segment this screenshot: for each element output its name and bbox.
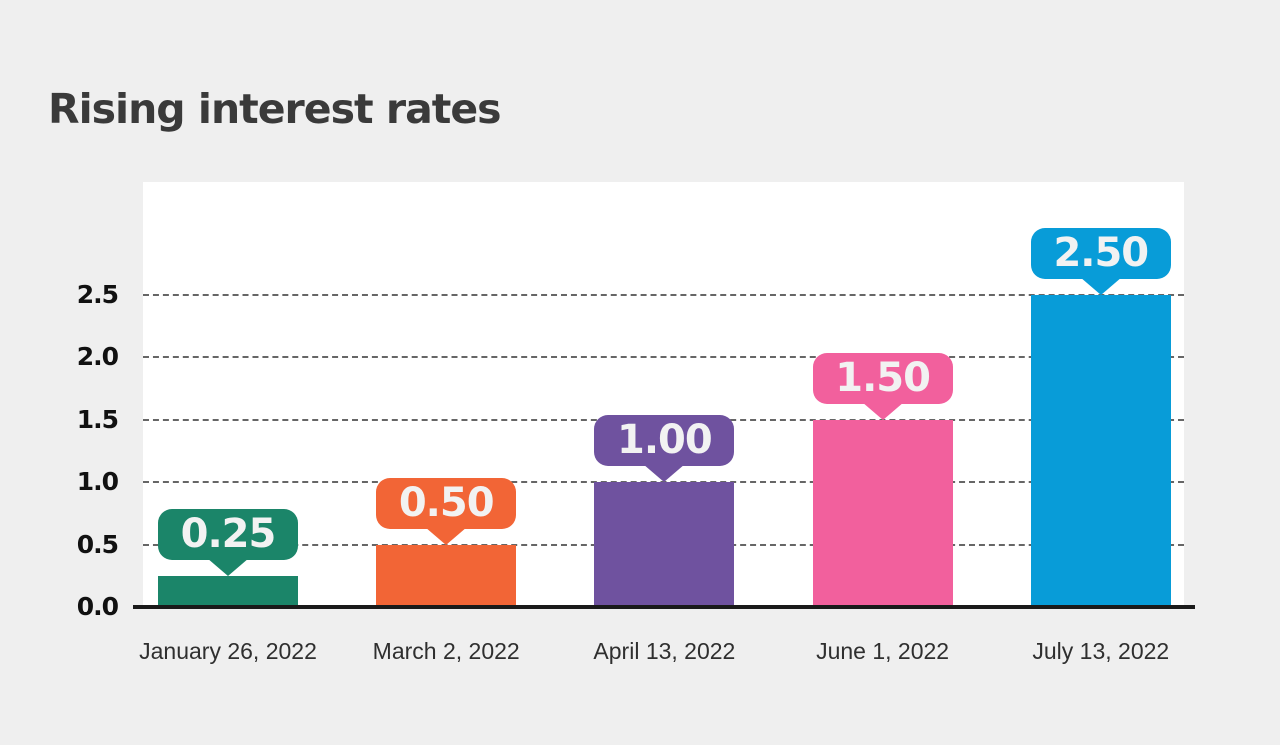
value-bubble: 0.25	[158, 508, 298, 576]
chart-title: Rising interest rates	[48, 85, 502, 134]
gridline-2.5	[143, 293, 1184, 296]
y-tick-label: 1.5	[76, 404, 119, 434]
x-axis-line	[133, 605, 1195, 609]
y-tick-label: 0.0	[76, 592, 119, 621]
y-tick-label: 0.5	[76, 529, 119, 559]
value-bubble: 1.50	[812, 352, 953, 420]
bar-group: 0.50	[376, 477, 517, 607]
y-tick-label: 2.5	[76, 279, 119, 309]
bubble-pointer-icon	[1079, 276, 1122, 295]
bar-group: 0.25	[158, 508, 298, 607]
bar	[376, 544, 517, 607]
plot-area: 0.25 0.50 1.00 1.50 2.50	[143, 182, 1184, 607]
bar	[1030, 294, 1171, 607]
y-tick-label: 2.0	[76, 342, 119, 371]
value-bubble: 1.00	[594, 415, 735, 482]
bubble-pointer-icon	[643, 464, 686, 482]
value-bubble: 0.50	[376, 477, 517, 545]
y-tick-label: 1.0	[76, 467, 119, 496]
bar-group: 1.50	[812, 352, 953, 607]
category-label: January 26, 2022	[139, 638, 317, 664]
bubble-pointer-icon	[207, 557, 249, 576]
category-label: July 13, 2022	[1032, 638, 1170, 664]
bar	[158, 575, 298, 607]
bubble-pointer-icon	[425, 526, 468, 545]
bar-group: 1.00	[594, 415, 735, 607]
category-label: March 2, 2022	[372, 638, 520, 664]
bar	[594, 482, 735, 607]
gridline-2.0	[143, 356, 1184, 358]
bar	[812, 419, 953, 607]
value-bubble: 2.50	[1030, 227, 1171, 295]
bar-group: 2.50	[1030, 227, 1171, 607]
category-label: April 13, 2022	[593, 638, 736, 664]
bubble-pointer-icon	[861, 401, 904, 420]
category-label: June 1, 2022	[816, 638, 950, 664]
